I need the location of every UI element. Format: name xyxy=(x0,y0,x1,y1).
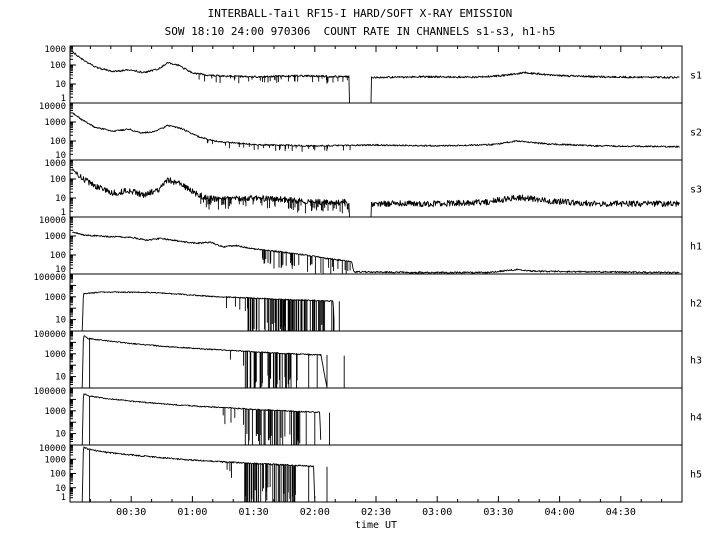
series-s1 xyxy=(72,51,680,104)
y-tick-label: 1000 xyxy=(44,407,66,417)
series-h2 xyxy=(81,291,340,332)
panel-border xyxy=(69,45,683,104)
y-tick-label: 10 xyxy=(55,80,66,90)
y-tick-label: 1 xyxy=(61,94,66,104)
y-tick-label: 1000 xyxy=(44,118,66,128)
y-tick-label: 1000 xyxy=(44,350,66,360)
x-tick-label: 03:00 xyxy=(422,507,452,518)
y-tick-label: 10 xyxy=(55,430,66,440)
y-tick-label: 1000 xyxy=(44,232,66,242)
y-tick-label: 10 xyxy=(55,373,66,383)
channel-label: s1 xyxy=(690,71,702,82)
y-tick-label: 10 xyxy=(55,484,66,494)
y-tick-label: 1 xyxy=(61,208,66,218)
channel-label: s2 xyxy=(690,128,702,139)
x-tick-label: 03:30 xyxy=(483,507,513,518)
y-tick-label: 10 xyxy=(55,316,66,326)
channel-label: h3 xyxy=(690,356,702,367)
y-tick-label: 100 xyxy=(50,137,66,147)
x-axis-label: time UT xyxy=(354,520,398,531)
panel-border xyxy=(69,159,683,218)
chart-subtitle: SOW 18:10 24:00 970306 COUNT RATE IN CHA… xyxy=(164,25,556,38)
series-h4 xyxy=(81,393,330,446)
y-tick-label: 100000 xyxy=(33,387,66,397)
x-tick-label: 02:30 xyxy=(361,507,391,518)
x-tick-label: 04:30 xyxy=(606,507,636,518)
y-tick-label: 100 xyxy=(50,251,66,261)
x-tick-label: 00:30 xyxy=(116,507,146,518)
y-tick-label: 1000 xyxy=(44,45,66,55)
x-tick-label: 01:00 xyxy=(177,507,207,518)
channel-label: h2 xyxy=(690,299,702,310)
panel-border xyxy=(69,273,683,332)
channel-label: h4 xyxy=(690,413,702,424)
channel-label: h5 xyxy=(690,470,702,481)
panel-border xyxy=(69,444,683,503)
y-tick-label: 100 xyxy=(50,470,66,480)
channel-label: h1 xyxy=(690,242,702,253)
y-tick-label: 100000 xyxy=(33,273,66,283)
y-tick-label: 100000 xyxy=(33,330,66,340)
y-tick-label: 10000 xyxy=(39,444,66,454)
y-tick-label: 10000 xyxy=(39,216,66,226)
y-tick-label: 1000 xyxy=(44,455,66,465)
x-tick-label: 01:30 xyxy=(239,507,269,518)
series-s3 xyxy=(71,168,680,218)
y-tick-label: 1 xyxy=(61,493,66,503)
channel-label: s3 xyxy=(690,185,702,196)
y-tick-label: 10 xyxy=(55,151,66,161)
series-s2 xyxy=(72,112,680,152)
panel-border xyxy=(69,330,683,389)
chart-title: INTERBALL-Tail RF15-I HARD/SOFT X-RAY EM… xyxy=(207,7,513,20)
series-h3 xyxy=(81,335,345,389)
panel-border xyxy=(69,102,683,161)
y-tick-label: 10 xyxy=(55,265,66,275)
y-tick-label: 10000 xyxy=(39,102,66,112)
series-h1 xyxy=(72,231,680,275)
y-tick-label: 100 xyxy=(50,175,66,185)
x-tick-label: 02:00 xyxy=(300,507,330,518)
y-tick-label: 1000 xyxy=(44,159,66,169)
y-tick-label: 100 xyxy=(50,61,66,71)
y-tick-label: 10 xyxy=(55,194,66,204)
series-h5 xyxy=(81,446,328,503)
panel-border xyxy=(69,387,683,446)
panel-border xyxy=(69,216,683,275)
y-tick-label: 1000 xyxy=(44,293,66,303)
x-tick-label: 04:00 xyxy=(545,507,575,518)
